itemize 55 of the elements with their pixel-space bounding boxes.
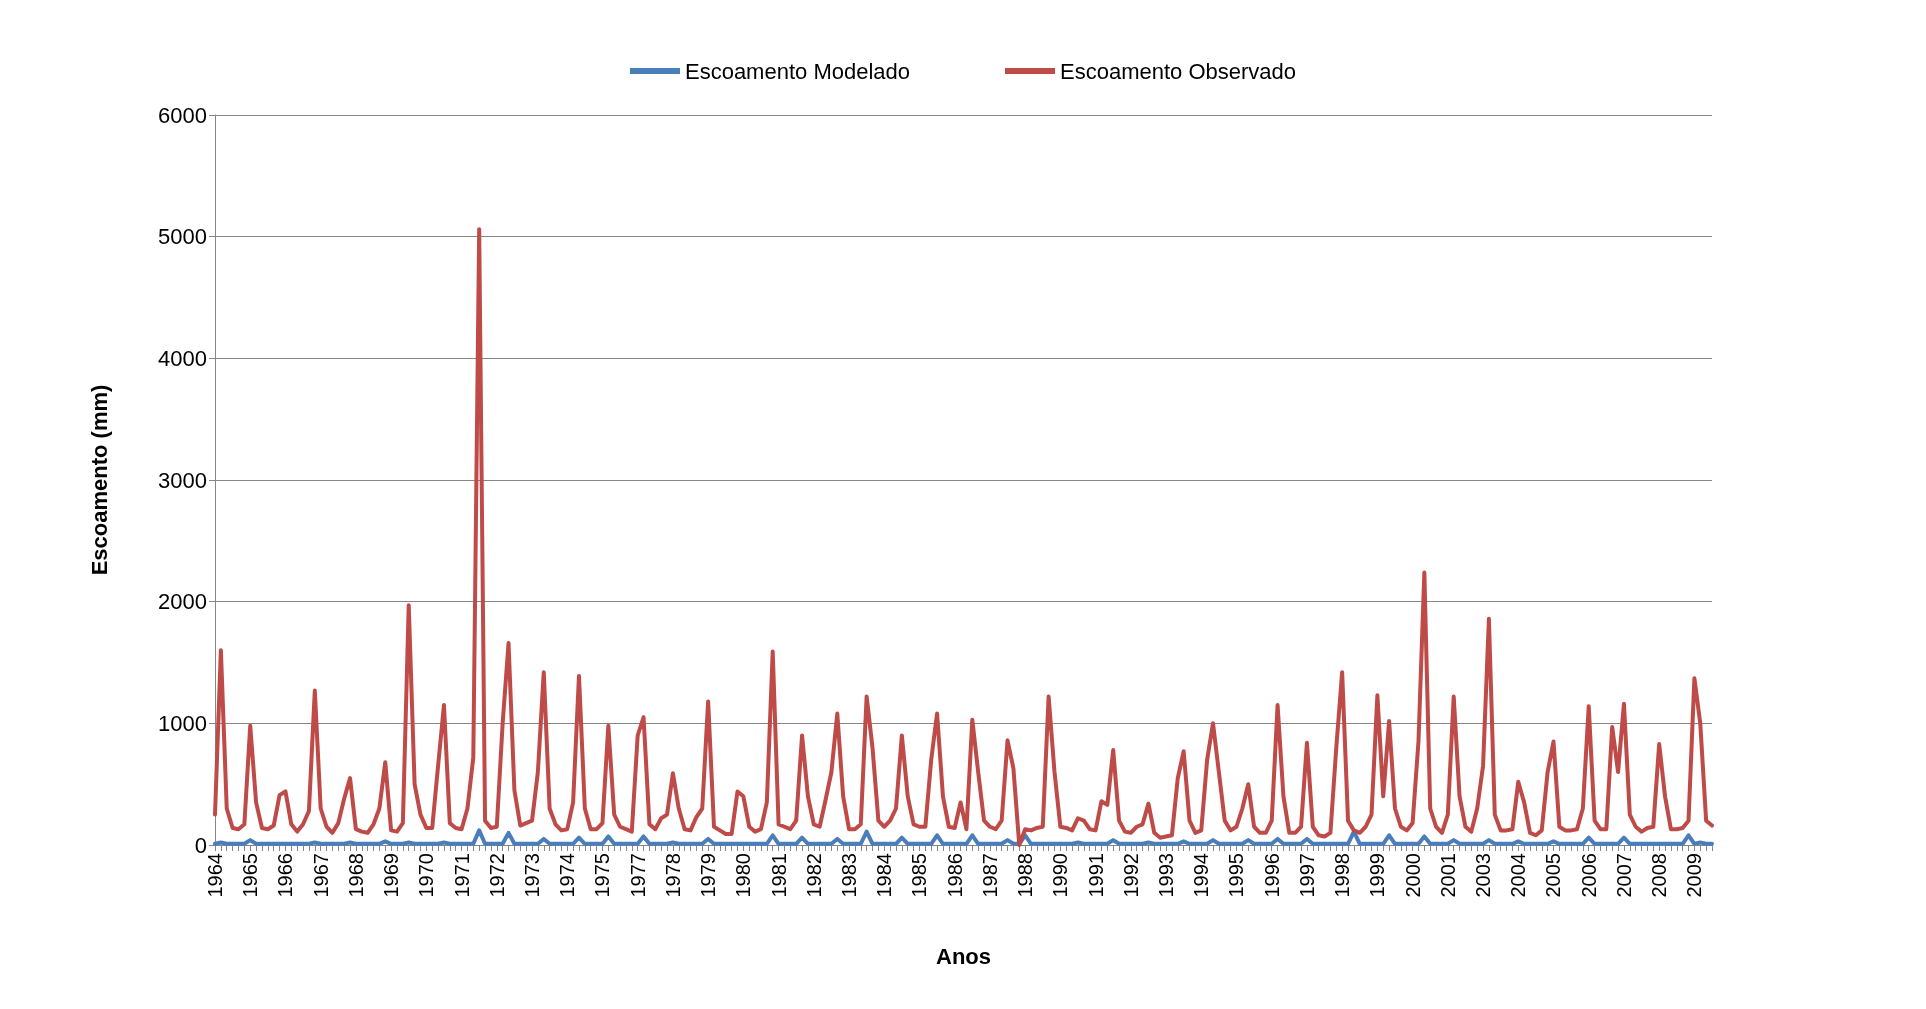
x-axis-title: Anos [936,943,991,969]
x-tick-label: 1983 [838,853,861,898]
x-tick-label: 1980 [732,853,755,898]
x-tick-label: 1996 [1260,853,1283,898]
x-tick-label: 1975 [591,853,614,898]
legend-label: Escoamento Observado [1060,58,1297,84]
x-tick-label: 1972 [485,853,508,898]
y-tick-label: 0 [194,832,207,858]
x-tick-label: 1986 [943,853,966,898]
x-tick-label: 1988 [1014,853,1037,898]
x-tick-label: 1999 [1366,853,1389,898]
x-tick-label: 1969 [380,853,403,898]
x-tick-label: 1978 [661,853,684,898]
x-tick-label: 1968 [344,853,367,898]
x-tick-label: 1971 [450,853,473,898]
x-tick-label: 1981 [767,853,790,898]
x-tick-label: 1993 [1155,853,1178,898]
x-tick-label: 1965 [239,853,262,898]
y-axis-title: Escoamento (mm) [86,384,112,576]
x-tick-label: 1991 [1084,853,1107,898]
x-tick-label: 1966 [274,853,297,898]
x-tick-label: 1973 [521,853,544,898]
x-tick-label: 2006 [1577,853,1600,898]
x-tick-label: 1977 [626,853,649,898]
x-tick-label: 1967 [309,853,332,898]
y-tick-label: 2000 [158,589,207,615]
y-tick-label: 1000 [158,710,207,736]
y-tick-label: 3000 [158,467,207,493]
x-tick-label: 1985 [908,853,931,898]
x-tick-label: 2000 [1401,853,1424,898]
legend-label: Escoamento Modelado [684,58,911,84]
x-tick-label: 1990 [1049,853,1072,898]
x-tick-label: 1994 [1190,853,1213,898]
x-tick-label: 1982 [802,853,825,898]
y-tick-label: 5000 [158,224,207,250]
x-tick-label: 1992 [1119,853,1142,898]
x-tick-label: 1974 [556,853,579,898]
x-tick-label: 1979 [697,853,720,898]
x-tick-label: 2005 [1542,853,1565,898]
line-series [213,828,1714,846]
x-tick-label: 2001 [1436,853,1459,898]
x-tick-label: 2003 [1472,853,1495,898]
y-tick-label: 6000 [158,102,207,128]
x-tick-label: 2004 [1507,853,1530,898]
x-tick-label: 1970 [415,853,438,898]
x-tick-label: 1964 [204,853,226,898]
x-tick-label: 2008 [1648,853,1671,898]
x-tick-label: 1998 [1331,853,1354,898]
x-tick-label: 1995 [1225,853,1248,898]
y-tick-label: 4000 [158,345,207,371]
x-tick-label: 2007 [1612,853,1635,898]
x-tick-label: 1984 [873,853,896,898]
x-tick-label: 1987 [978,853,1001,898]
x-tick-label: 1997 [1295,853,1318,898]
x-tick-label: 2009 [1683,853,1706,898]
